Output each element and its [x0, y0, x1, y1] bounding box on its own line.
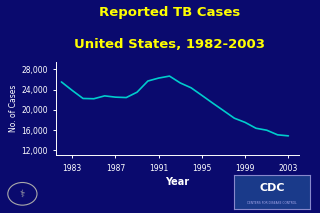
X-axis label: Year: Year — [165, 177, 190, 187]
Text: Reported TB Cases: Reported TB Cases — [99, 6, 240, 19]
Y-axis label: No. of Cases: No. of Cases — [9, 85, 18, 132]
Text: CDC: CDC — [259, 183, 285, 193]
Text: CENTERS FOR DISEASE CONTROL: CENTERS FOR DISEASE CONTROL — [247, 201, 297, 205]
Text: United States, 1982-2003: United States, 1982-2003 — [74, 38, 265, 51]
Text: ⚕: ⚕ — [20, 189, 25, 199]
